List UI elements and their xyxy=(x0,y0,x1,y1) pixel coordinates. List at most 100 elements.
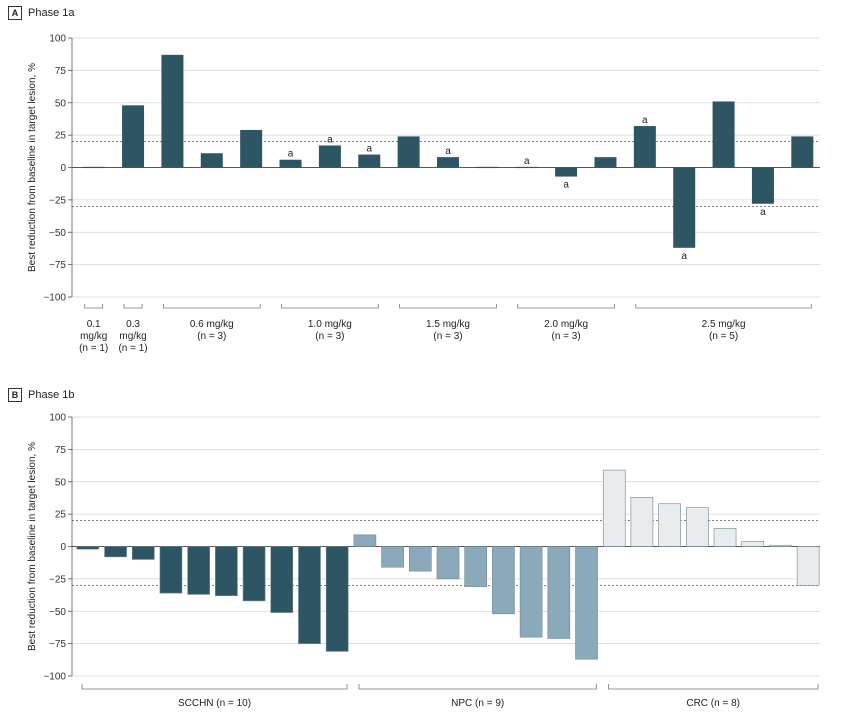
a-bar xyxy=(318,145,341,168)
a-bar-annotation: a xyxy=(288,149,294,160)
b-ytick-label: 25 xyxy=(55,510,67,521)
b-bar xyxy=(159,546,183,594)
b-bar xyxy=(131,546,155,560)
b-bar xyxy=(547,546,571,639)
b-bar xyxy=(492,546,515,615)
b-ytick-label: −25 xyxy=(49,574,66,585)
a-bar xyxy=(161,54,184,168)
panel-a-title: Phase 1a xyxy=(28,7,75,19)
b-group-bracket xyxy=(358,684,597,690)
a-group-label: (n = 3) xyxy=(552,331,581,342)
b-bar xyxy=(769,544,792,547)
a-bar-annotation: a xyxy=(327,134,333,145)
b-bar xyxy=(76,546,100,550)
a-group-bracket xyxy=(635,304,812,309)
b-bar xyxy=(104,546,127,558)
b-bar xyxy=(325,546,349,652)
b-bar xyxy=(602,469,626,547)
b-ytick-label: 100 xyxy=(49,413,66,424)
b-bar xyxy=(298,546,321,644)
a-y-axis-label: Best reduction from baseline in target l… xyxy=(27,63,38,272)
a-bar-annotation: a xyxy=(445,146,451,157)
b-ytick-label: 0 xyxy=(60,542,66,553)
a-bar-annotation: a xyxy=(366,144,372,155)
panel-b-header: B Phase 1b xyxy=(8,388,74,402)
b-bar xyxy=(436,546,460,580)
b-bar xyxy=(381,546,404,568)
a-bar-annotation: a xyxy=(524,156,530,167)
a-bar xyxy=(122,105,145,168)
panel-a-header: A Phase 1a xyxy=(8,6,74,20)
a-ytick-label: 100 xyxy=(49,34,66,45)
b-ytick-label: −75 xyxy=(49,639,66,650)
a-group-label: (n = 1) xyxy=(118,343,147,354)
a-bar-annotation: a xyxy=(760,207,766,218)
a-bar xyxy=(82,166,105,169)
a-group-label: 0.6 mg/kg xyxy=(190,319,234,330)
b-bar xyxy=(686,507,709,547)
panel-b-title: Phase 1b xyxy=(28,389,75,401)
b-bar xyxy=(270,546,294,613)
a-bar xyxy=(555,167,578,177)
a-bar xyxy=(633,126,656,168)
a-ytick-label: −100 xyxy=(43,293,66,304)
b-group-bracket xyxy=(81,684,348,690)
panel-a-letter: A xyxy=(8,6,22,20)
a-group-bracket xyxy=(517,304,615,309)
a-group-label: mg/kg xyxy=(80,331,107,342)
a-bar xyxy=(240,129,263,168)
b-group-label: NPC (n = 9) xyxy=(451,698,504,709)
b-bar xyxy=(630,496,654,547)
b-bar xyxy=(353,534,377,547)
a-group-label: (n = 3) xyxy=(315,331,344,342)
b-ytick-label: 75 xyxy=(55,445,67,456)
a-bar xyxy=(712,101,735,168)
a-group-label: 0.3 xyxy=(126,319,140,330)
a-group-label: 2.0 mg/kg xyxy=(544,319,588,330)
a-group-bracket xyxy=(399,304,497,309)
a-ytick-label: −50 xyxy=(49,228,66,239)
b-ytick-label: −100 xyxy=(43,672,66,683)
b-group-label: SCCHN (n = 10) xyxy=(178,698,251,709)
a-bar xyxy=(358,154,381,168)
a-bar-annotation: a xyxy=(642,115,648,126)
a-group-label: (n = 1) xyxy=(79,343,108,354)
a-ytick-label: −25 xyxy=(49,195,66,206)
a-ytick-label: −75 xyxy=(49,260,66,271)
a-ytick-label: 75 xyxy=(55,66,67,77)
a-bar xyxy=(673,167,696,248)
a-bar xyxy=(476,166,499,169)
b-group-bracket xyxy=(607,684,819,690)
a-group-bracket xyxy=(163,304,261,309)
a-bar xyxy=(751,167,774,204)
a-group-label: 1.5 mg/kg xyxy=(426,319,470,330)
a-bar xyxy=(791,136,814,168)
a-bar xyxy=(397,136,420,168)
a-group-bracket xyxy=(84,304,104,309)
a-group-label: (n = 3) xyxy=(433,331,462,342)
a-ytick-label: 50 xyxy=(55,98,67,109)
a-group-bracket xyxy=(281,304,379,309)
a-bar xyxy=(594,157,617,168)
b-bar xyxy=(658,503,681,547)
panel-b-letter: B xyxy=(8,388,22,402)
b-bar xyxy=(575,546,598,660)
a-group-label: 0.1 xyxy=(87,319,101,330)
b-y-axis-label: Best reduction from baseline in target l… xyxy=(27,442,38,651)
b-bar xyxy=(187,546,210,595)
a-group-label: 1.0 mg/kg xyxy=(308,319,352,330)
b-bar xyxy=(741,541,765,547)
a-group-label: (n = 3) xyxy=(197,331,226,342)
b-bar xyxy=(408,546,432,572)
a-bar-annotation: a xyxy=(563,180,569,191)
a-group-label: (n = 5) xyxy=(709,331,738,342)
b-group-label: CRC (n = 8) xyxy=(686,698,740,709)
b-ytick-label: −50 xyxy=(49,607,66,618)
a-bar-annotation: a xyxy=(681,251,687,262)
b-bar xyxy=(215,546,238,597)
b-bar xyxy=(713,528,737,547)
a-group-label: mg/kg xyxy=(119,331,146,342)
a-group-bracket xyxy=(123,304,143,309)
